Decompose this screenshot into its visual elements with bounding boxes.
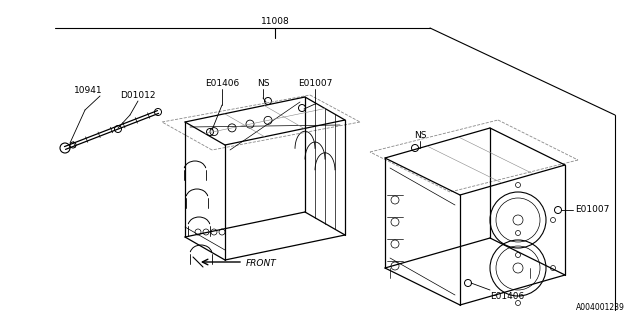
Text: E01007: E01007 bbox=[298, 79, 332, 88]
Text: 10941: 10941 bbox=[74, 86, 102, 95]
Text: E01406: E01406 bbox=[205, 79, 239, 88]
Text: 11008: 11008 bbox=[260, 17, 289, 26]
Text: E01007: E01007 bbox=[575, 205, 609, 214]
Text: NS: NS bbox=[413, 131, 426, 140]
Text: A004001239: A004001239 bbox=[576, 303, 625, 312]
Text: E01406: E01406 bbox=[490, 292, 524, 301]
Text: D01012: D01012 bbox=[120, 91, 156, 100]
Text: FRONT: FRONT bbox=[246, 259, 276, 268]
Text: NS: NS bbox=[257, 79, 269, 88]
